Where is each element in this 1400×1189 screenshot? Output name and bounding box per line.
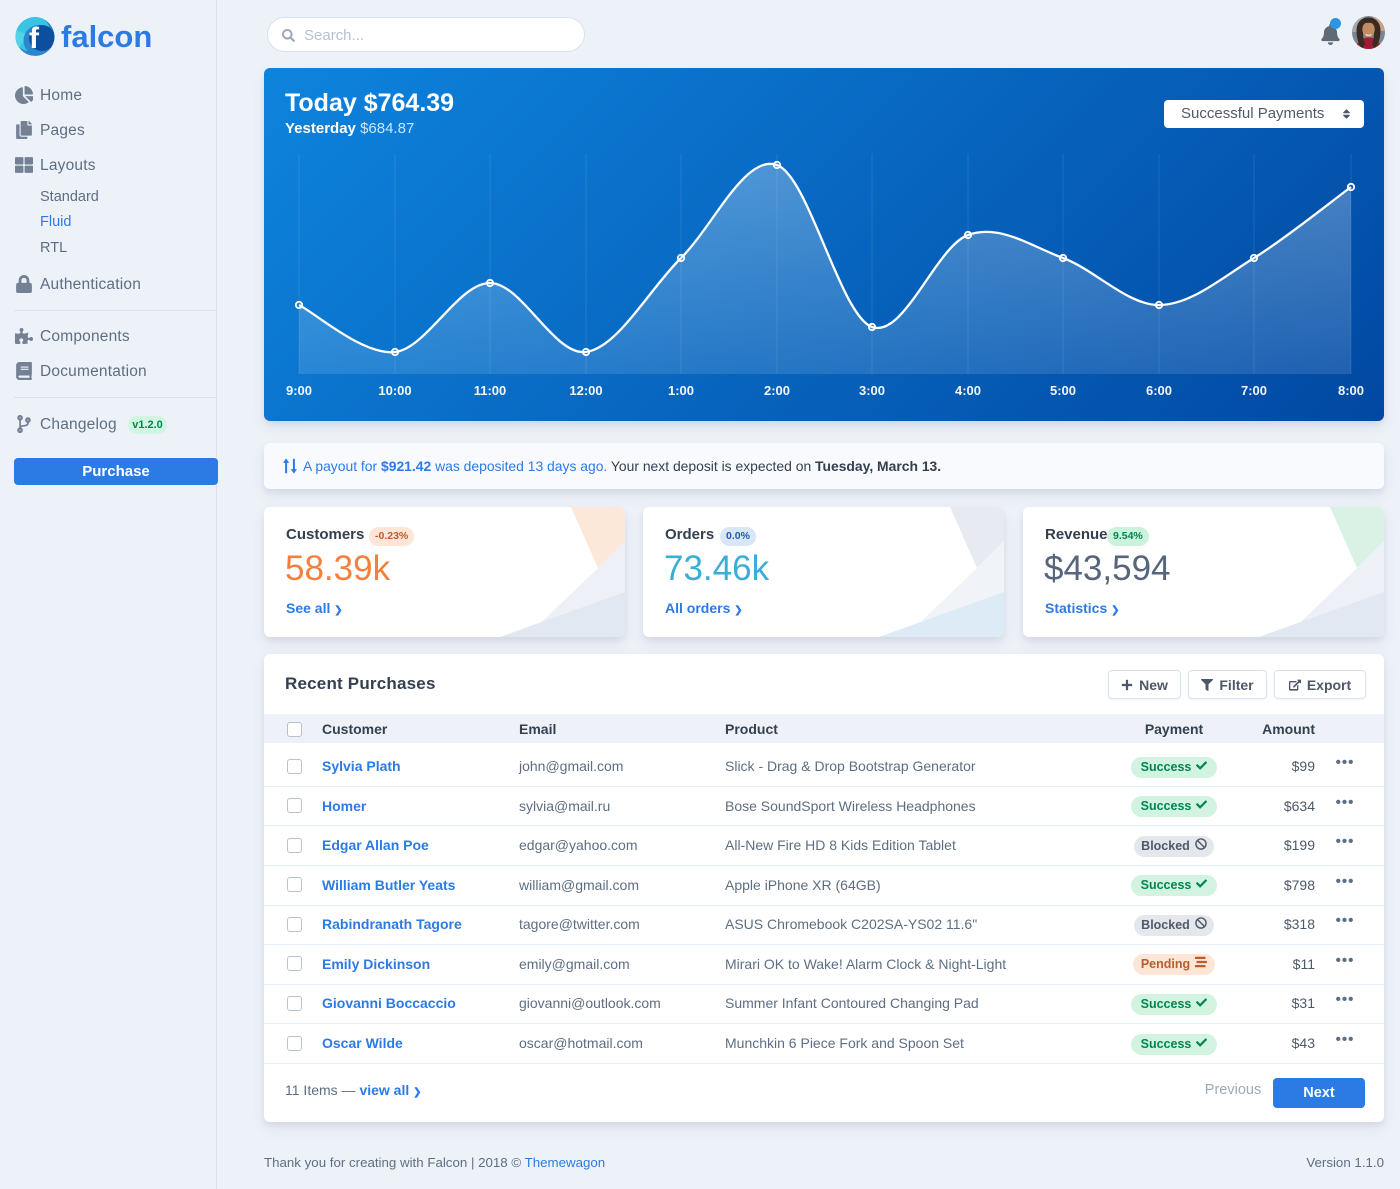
- svg-text:6:00: 6:00: [1146, 383, 1172, 398]
- svg-text:12:00: 12:00: [569, 383, 602, 398]
- svg-text:4:00: 4:00: [955, 383, 981, 398]
- svg-text:11:00: 11:00: [474, 383, 507, 398]
- svg-text:f: f: [29, 22, 40, 55]
- svg-text:5:00: 5:00: [1050, 383, 1076, 398]
- svg-text:7:00: 7:00: [1241, 383, 1267, 398]
- svg-text:9:00: 9:00: [286, 383, 312, 398]
- svg-text:3:00: 3:00: [859, 383, 885, 398]
- svg-text:1:00: 1:00: [668, 383, 694, 398]
- svg-text:8:00: 8:00: [1338, 383, 1364, 398]
- svg-text:10:00: 10:00: [378, 383, 411, 398]
- svg-text:2:00: 2:00: [764, 383, 790, 398]
